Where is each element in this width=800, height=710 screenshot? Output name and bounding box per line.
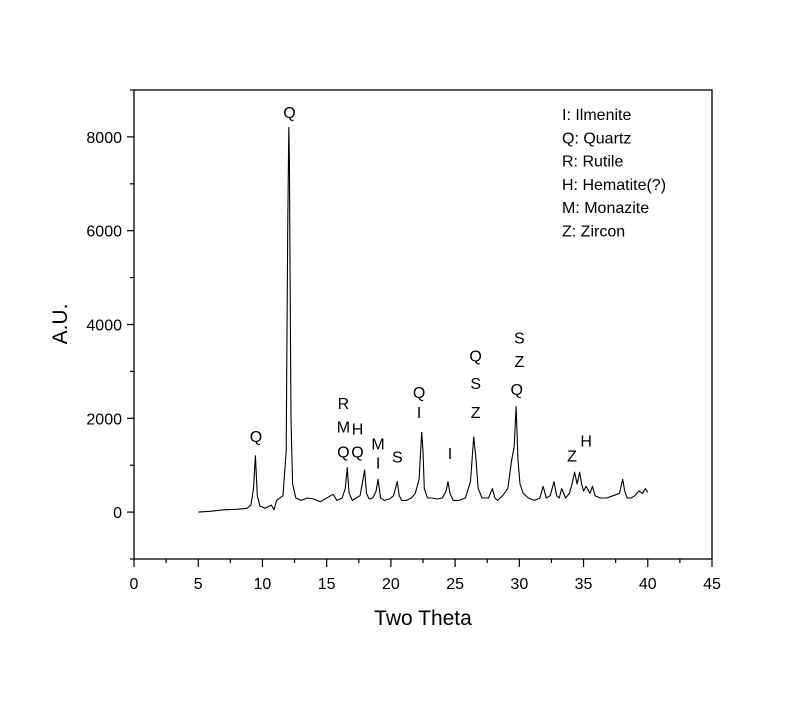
peak-label: Q: [469, 349, 481, 366]
legend: I: Ilmenite Q: Quartz R: Rutile H: Hematite…: [562, 107, 666, 241]
y-tick-label: 8000: [86, 130, 122, 147]
peak-label: S: [514, 331, 525, 348]
peak-label: Q: [413, 385, 425, 402]
legend-item: Q: Quartz: [562, 130, 631, 147]
y-axis-title: A.U.: [49, 304, 72, 345]
peak-label: I: [448, 446, 452, 463]
peak-label: Z: [514, 354, 524, 371]
peak-label: M: [371, 436, 384, 453]
peak-label: Q: [250, 429, 262, 446]
peak-label: Q: [283, 105, 295, 122]
x-tick-label: 35: [575, 576, 593, 593]
peak-label: H: [580, 433, 592, 450]
axis-ticks: [127, 89, 713, 567]
diffraction-pattern-line: [198, 126, 649, 513]
peak-label: R: [338, 396, 350, 413]
peak-label: S: [392, 449, 403, 466]
legend-item: R: Rutile: [562, 154, 623, 171]
peak-label: M: [337, 419, 350, 436]
x-tick-label: 45: [703, 576, 721, 593]
x-tick-label: 5: [194, 576, 203, 593]
peak-label: Q: [511, 382, 523, 399]
legend-item: I: Ilmenite: [562, 107, 631, 124]
peak-label: Z: [567, 448, 577, 465]
x-tick-label: 25: [446, 576, 464, 593]
x-tick-label: 0: [130, 576, 139, 593]
legend-item: Z: Zircon: [562, 224, 625, 241]
plot-frame: [133, 89, 713, 560]
peak-label: Q: [337, 445, 349, 462]
legend-item: M: Monazite: [562, 200, 649, 217]
x-tick-label: 30: [510, 576, 528, 593]
x-tick-label: 15: [318, 576, 336, 593]
peak-label: I: [417, 405, 421, 422]
x-tick-label: 20: [382, 576, 400, 593]
x-tick-label: 40: [639, 576, 657, 593]
peak-label: H: [352, 422, 364, 439]
x-axis-title: Two Theta: [374, 607, 472, 630]
peak-label: I: [376, 455, 380, 472]
y-tick-labels: 0 2000 4000 6000 8000: [86, 130, 122, 522]
peak-label: S: [470, 376, 481, 393]
peak-label: Z: [471, 405, 481, 422]
y-tick-label: 6000: [86, 224, 122, 241]
y-tick-label: 4000: [86, 318, 122, 335]
y-tick-label: 0: [113, 505, 122, 522]
legend-item: H: Hematite(?): [562, 177, 666, 194]
x-tick-label: 10: [254, 576, 272, 593]
y-tick-label: 2000: [86, 411, 122, 428]
peak-label: Q: [351, 445, 363, 462]
x-tick-labels: 0 5 10 15 20 25 30 35 40 45: [130, 576, 721, 593]
